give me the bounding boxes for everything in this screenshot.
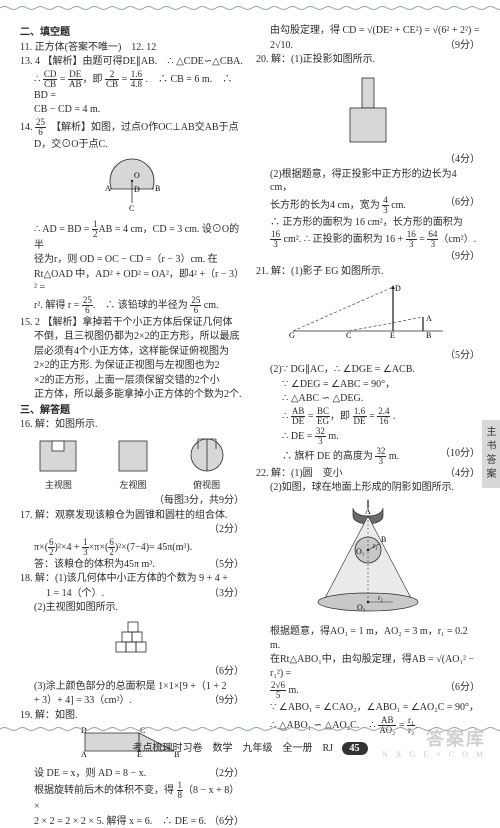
top-wave (0, 4, 500, 12)
q15-line1: 15. 2 【解析】拿掉若干个小正方体后保证几何体 (20, 316, 244, 330)
q20-score1: （4分） (256, 153, 480, 167)
q15-line5: ×2的正方形，上面一层须保留交错的2个小 (20, 374, 244, 388)
q20-score2: （9分） (256, 250, 480, 264)
q21-line1: 21. 解：(1)影子 EG 如图所示. (256, 265, 480, 279)
right-column: 由勾股定理，得 CD = √(DE² + CE²) = √(6² + 2²) =… (256, 24, 480, 719)
svg-text:E: E (390, 331, 395, 340)
svg-text:B: B (155, 184, 160, 193)
q17-line3: 答：该粮仓的体积为45π m³.（5分） (20, 558, 244, 572)
q15-line3: 层必须有4个小正方体，这样能保证俯视图为 (20, 345, 244, 359)
q21-line2: (2)∵ DG∥AC，∴ ∠DGE = ∠ACB. (256, 363, 480, 377)
side-tab-label: 主书答案 (484, 426, 495, 482)
q13-line2: ∴ CDCB = DEAB，即 2CB = 1.64.8 . ∴ CB = 6 … (20, 70, 244, 103)
q14-line2: D，交⊙O于点C. (20, 138, 244, 152)
q20-line4: ∴ 正方形的面积为 16 cm²，长方形的面积为 (256, 216, 480, 230)
q19-line4: 2 × 2 = 2 × 2 × 5. 解得 x = 6. ∴ DE = 6.（6… (20, 815, 244, 828)
figure-21: G C E D A B (256, 281, 480, 346)
svg-text:r₂: r₂ (378, 594, 383, 602)
svg-text:O₂: O₂ (357, 603, 366, 612)
svg-text:A: A (365, 507, 371, 516)
page-number: 45 (342, 742, 368, 755)
cap-front: 主视图 (36, 479, 80, 491)
watermark-sub: N X G E × C O M (382, 750, 486, 759)
q17-line1: 17. 解：观察发现该粮仓为圆锥和圆柱的组合体. (20, 509, 244, 523)
figure-14: O A B D C (20, 154, 244, 217)
svg-text:C: C (129, 204, 134, 212)
q15-line6: 正方体，所以最多能拿掉小正方体的个数为2个. (20, 388, 244, 402)
r1-line1: 由勾股定理，得 CD = √(DE² + CE²) = √(6² + 2²) = (256, 24, 480, 38)
q18-line3: (2)主视图如图所示. (20, 601, 244, 615)
q22-line6: ∵ ∠ABO₁ = ∠CAO₂，∠ABO₁ = ∠AO₂C = 90°， (256, 701, 480, 715)
q19-line2: 设 DE = x，则 AD = 8 − x.（2分） (20, 767, 244, 781)
q14-line3: ∴ AD = BD = 12AB = 4 cm，CD = 3 cm. 设⊙O的半 (20, 220, 244, 253)
q18-line4: (3)涂上颜色部分的总面积是 1×1×[9 +（1 + 2 (20, 680, 244, 694)
q17-score1: （2分） (20, 523, 244, 537)
section3-title: 三、解答题 (20, 404, 244, 418)
q19-line1: 19. 解：如图. (20, 709, 244, 723)
svg-text:r₁: r₁ (373, 542, 378, 550)
q18-line2: 1 = 14（个）.（3分） (20, 587, 244, 601)
q11: 11. 正方体(答案不唯一) 12. 12 (20, 41, 244, 55)
q20-line1: 20. 解：(1)正投影如图所示. (256, 53, 480, 67)
figure-18 (20, 618, 244, 663)
q21-line6: ∴ DE = 323 m. (256, 427, 480, 446)
q21-score1: （5分） (256, 349, 480, 363)
q14-line4: 径为r，则 OD = OC − CD =（r − 3）cm. 在 (20, 253, 244, 267)
figure-16: 主视图 左视图 俯视图 (20, 435, 244, 492)
svg-text:G: G (289, 331, 295, 340)
left-column: 二、填空题 11. 正方体(答案不唯一) 12. 12 13. 4 【解析】由题… (20, 24, 244, 719)
q21-line5: ∴ ABDE = BCEG，即 1.6DE = 2.416 . (256, 407, 480, 426)
svg-text:B: B (381, 535, 386, 544)
q19-line3: 根据旋转前后木的体积不变，得 18（8 − x + 8）× (20, 781, 244, 814)
svg-text:O₁: O₁ (356, 547, 365, 556)
q14-line1: 14. 256 【解析】如图，过点O作OC⊥AB交AB于点 (20, 118, 244, 137)
svg-text:D: D (134, 185, 140, 194)
content-area: 二、填空题 11. 正方体(答案不唯一) 12. 12 13. 4 【解析】由题… (20, 24, 480, 719)
r1-line2: 2√10.（9分） (256, 39, 480, 53)
q22-line3: 根据题意，得AO₁ = 1 m，AO₂ = 3 m，r₁ = 0.2 m. (256, 625, 480, 652)
q16-line1: 16. 解：如图所示. (20, 418, 244, 432)
svg-text:B: B (426, 331, 431, 340)
q21-line4: ∴ △ABC ∽ △DEG. (256, 392, 480, 406)
q18-line1: 18. 解：(1)该几何体中小正方体的个数为 9 + 4 + (20, 572, 244, 586)
q15-line2: 不倒，且三视图仍都为2×2的正方形，所以最底 (20, 330, 244, 344)
svg-text:C: C (346, 331, 351, 340)
q20-line3: 长方形的长为4 cm，宽为 43 cm.（6分） (256, 196, 480, 215)
cap-top: 俯视图 (186, 479, 228, 491)
q16-score: （每图3分，共9分） (20, 494, 244, 508)
svg-text:A: A (426, 314, 432, 323)
figure-20 (256, 70, 480, 151)
q17-line2: π×(62)²×4 + 13×π×(62)²×(7−4)= 45π(m³). (20, 538, 244, 557)
q14-line6: r². 解得 r = 256. ∴ 该铅球的半径为 256 cm. (20, 296, 244, 315)
q18-score2: （6分） (20, 665, 244, 679)
bottom-wave (0, 725, 500, 733)
figure-22: A B O₁ r₁ O₂ r₂ (256, 498, 480, 623)
q22-line4: 在Rt△ABO₁中，由勾股定理，得AB = √(AO₁² − r₁²) = (256, 653, 480, 680)
q22-line5: 2√65 m.（6分） (256, 681, 480, 700)
svg-text:D: D (395, 284, 401, 293)
watermark: 答案库 (426, 725, 486, 751)
q13-line1: 13. 4 【解析】由题可得DE∥AB. ∴ △CDE∽△CBA. (20, 55, 244, 69)
footer-text: 考点梳理时习卷 数学 九年级 全一册 RJ (132, 743, 333, 754)
section2-title: 二、填空题 (20, 26, 244, 40)
q22-line1: 22. 解：(1)圆 变小（4分） (256, 467, 480, 481)
q21-line3: ∵ ∠DEG = ∠ABC = 90°， (256, 378, 480, 392)
q14-line5: Rt△OAD 中，AD² + OD² = OA²，即4² +（r − 3）² = (20, 268, 244, 295)
svg-text:O: O (134, 171, 140, 180)
q22-line2: (2)如图，球在地面上形成的阴影如图所示. (256, 481, 480, 495)
side-tab: 主书答案 (482, 420, 500, 488)
svg-text:A: A (105, 184, 111, 193)
q21-line7: ∴ 旗杆 DE 的高度为 323 m.（10分） (256, 447, 480, 466)
q20-line2: (2)根据题意，得正投影中正方形的边长为4 cm， (256, 168, 480, 195)
cap-left: 左视图 (113, 479, 153, 491)
q13-line3: CB − CD = 4 m. (20, 103, 244, 117)
q18-line5: + 3）+ 4] = 33（cm²）.（9分） (20, 694, 244, 708)
q15-line4: 2×2的正方形. 为保证正视图与左视图也为2 (20, 359, 244, 373)
q20-line5: 163 cm². ∴ 正投影的面积为 16 + 163 = 643（cm²）. (256, 230, 480, 249)
